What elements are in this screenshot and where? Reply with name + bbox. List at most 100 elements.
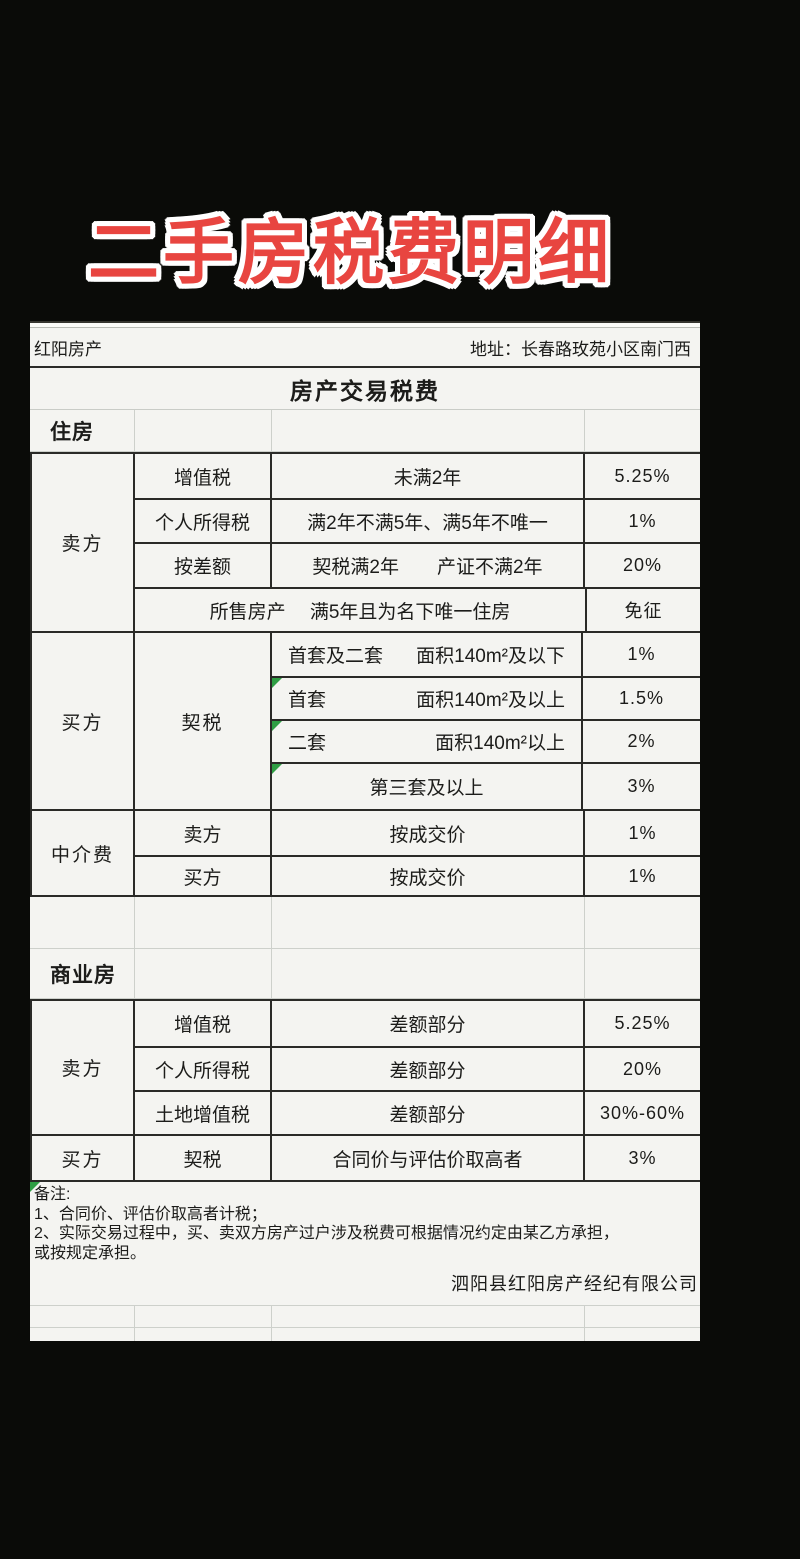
base-cell: 差额部分 xyxy=(272,1048,585,1090)
empty-cell xyxy=(585,410,700,451)
base-cell: 按成交价 xyxy=(272,857,585,895)
poster-title: 二手房税费明细 xyxy=(88,214,614,293)
seller-span-label: 卖方 xyxy=(32,1001,135,1134)
tax-name-cell: 个人所得税 xyxy=(135,500,272,542)
table-row: 契税 合同价与评估价取高者 3% xyxy=(135,1136,700,1180)
rate-cell: 免征 xyxy=(624,601,663,621)
address-label: 地址：长春路玫苑小区南门西 xyxy=(470,339,691,359)
remarks-title: 备注: xyxy=(34,1186,71,1203)
rate-cell: 1% xyxy=(628,865,657,886)
cell-error-marker-icon xyxy=(272,678,282,688)
seller-span-label: 卖方 xyxy=(32,454,135,631)
company-short-label: 红阳房产 xyxy=(34,339,102,359)
table-row: 按差额 契税满2年 产证不满2年 20% xyxy=(135,542,700,587)
empty-grid-row xyxy=(30,1305,700,1328)
area-label: 面积140m²及以上 xyxy=(416,690,565,711)
tier-label: 首套及二套 xyxy=(288,646,384,667)
table-row: 首套 面积140m²及以上 1.5% xyxy=(272,676,700,719)
empty-cell xyxy=(135,949,272,998)
commercial-seller-block: 卖方 增值税 差额部分 5.25% 个人所得税 差额部分 20% 土地增值税 差… xyxy=(30,999,700,1134)
rate-cell: 30%-60% xyxy=(599,1102,686,1123)
rate-cell: 2% xyxy=(627,731,656,751)
empty-cell xyxy=(272,410,585,451)
section-row-residential: 住房 xyxy=(30,410,700,452)
rate-cell: 1% xyxy=(628,822,657,843)
section-label-commercial: 商业房 xyxy=(30,949,135,998)
rate-cell: 3% xyxy=(627,776,656,796)
table-row: 个人所得税 差额部分 20% xyxy=(135,1046,700,1090)
tax-name-cell: 按差额 xyxy=(135,544,272,587)
tier-cell: 二套 面积140m²以上 xyxy=(272,721,583,762)
area-label: 面积140m²以上 xyxy=(435,733,565,754)
tax-name-cell: 增值税 xyxy=(135,1001,272,1046)
section-label-residential: 住房 xyxy=(30,410,135,451)
tier-label: 首套 xyxy=(288,690,327,711)
sheet-top-sliver xyxy=(30,321,700,328)
company-full-name: 泗阳县红阳房产经纪有限公司 xyxy=(451,1273,698,1294)
empty-cell xyxy=(585,1306,700,1327)
rate-cell: 1.5% xyxy=(618,688,665,708)
empty-cell xyxy=(272,949,585,998)
tax-name-cell: 土地增值税 xyxy=(135,1092,272,1134)
empty-cell xyxy=(585,897,700,948)
rate-cell: 1% xyxy=(628,510,657,531)
table-row: 买方 按成交价 1% xyxy=(135,855,700,895)
empty-cell xyxy=(272,1328,585,1341)
empty-cell xyxy=(30,1306,135,1327)
base-cell: 差额部分 xyxy=(272,1092,585,1134)
buyer-span-label: 买方 xyxy=(32,633,135,809)
table-row: 首套及二套 面积140m²及以下 1% xyxy=(272,633,700,676)
condition-cell: 未满2年 xyxy=(272,454,585,498)
base-cell: 按成交价 xyxy=(272,811,585,855)
empty-cell xyxy=(135,1328,272,1341)
rate-cell: 1% xyxy=(627,644,656,664)
empty-cell xyxy=(585,1328,700,1341)
cell-error-marker-icon xyxy=(272,764,282,774)
table-row: 土地增值税 差额部分 30%-60% xyxy=(135,1090,700,1134)
tier-cell: 第三套及以上 xyxy=(272,764,583,809)
table-row: 第三套及以上 3% xyxy=(272,762,700,809)
party-cell: 卖方 xyxy=(135,811,272,855)
company-signature-row: 泗阳县红阳房产经纪有限公司 xyxy=(30,1260,700,1305)
base-cell: 合同价与评估价取高者 xyxy=(272,1136,585,1180)
residential-buyer-block: 买方 契税 首套及二套 面积140m²及以下 1% 首套 面积140m²及以上 xyxy=(30,631,700,809)
table-row: 增值税 未满2年 5.25% xyxy=(135,454,700,498)
cell-error-marker-icon xyxy=(30,1182,40,1192)
tier-label: 第三套及以上 xyxy=(369,778,484,799)
table-row: 个人所得税 满2年不满5年、满5年不唯一 1% xyxy=(135,498,700,542)
remarks-line: 1、合同价、评估价取高者计税； xyxy=(34,1205,267,1223)
residential-seller-block: 卖方 增值税 未满2年 5.25% 个人所得税 满2年不满5年、满5年不唯一 1… xyxy=(30,452,700,631)
table-title-row: 房产交易税费 xyxy=(30,368,700,410)
base-cell: 差额部分 xyxy=(272,1001,585,1046)
buyer-span-label: 买方 xyxy=(32,1136,135,1180)
tax-name-cell: 契税 xyxy=(135,1136,272,1180)
deed-tax-span-label: 契税 xyxy=(135,633,272,809)
sheet-header-row: 红阳房产 地址：长春路玫苑小区南门西 xyxy=(30,328,700,368)
table-row: 增值税 差额部分 5.25% xyxy=(135,1001,700,1046)
tax-name-cell: 个人所得税 xyxy=(135,1048,272,1090)
cell-error-marker-icon xyxy=(272,721,282,731)
table-row: 所售房产 满5年且为名下唯一住房 免征 xyxy=(135,587,700,631)
remarks-block: 备注: 1、合同价、评估价取高者计税； 2、实际交易过程中，买、卖双方房产过户涉… xyxy=(30,1182,700,1262)
condition-cell: 契税满2年 产证不满2年 xyxy=(272,544,585,587)
empty-cell xyxy=(272,1306,585,1327)
rate-cell: 5.25% xyxy=(614,465,671,486)
rate-cell: 3% xyxy=(628,1147,657,1168)
empty-cell xyxy=(135,1306,272,1327)
condition-cell: 满2年不满5年、满5年不唯一 xyxy=(272,500,585,542)
empty-cell xyxy=(585,949,700,998)
tier-cell: 首套 面积140m²及以上 xyxy=(272,678,583,719)
area-label: 面积140m²及以下 xyxy=(416,646,565,667)
condition-merged-cell: 所售房产 满5年且为名下唯一住房 xyxy=(135,589,587,631)
table-row: 卖方 按成交价 1% xyxy=(135,811,700,855)
tax-spreadsheet: 红阳房产 地址：长春路玫苑小区南门西 房产交易税费 住房 卖方 增值税 未满2年… xyxy=(30,321,700,1341)
table-title: 房产交易税费 xyxy=(290,377,440,404)
rate-cell: 20% xyxy=(622,555,663,575)
agency-span-label: 中介费 xyxy=(32,811,135,895)
empty-cell xyxy=(135,897,272,948)
tier-label: 二套 xyxy=(288,733,327,754)
remarks-line: 2、实际交易过程中，买、卖双方房产过户涉及税费可根据情况约定由某乙方承担， xyxy=(34,1225,619,1242)
tax-name-cell: 增值税 xyxy=(135,454,272,498)
empty-grid-row xyxy=(30,1328,700,1341)
